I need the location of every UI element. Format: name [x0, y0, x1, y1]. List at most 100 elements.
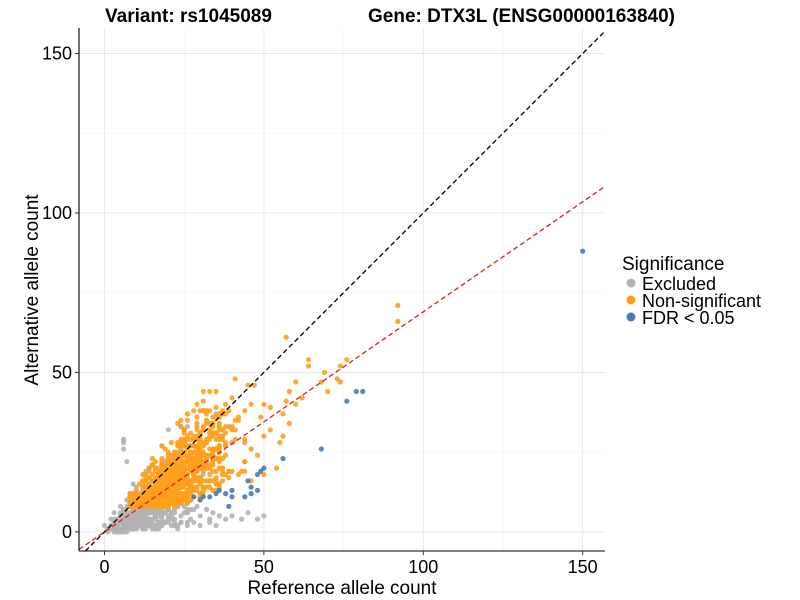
point-fdr: [280, 455, 286, 462]
point-nonsig: [178, 459, 184, 465]
point-nonsig: [133, 487, 139, 493]
point-nonsig: [325, 388, 331, 395]
point-nonsig: [137, 503, 143, 509]
point-nonsig: [194, 455, 200, 462]
point-excluded: [127, 526, 133, 532]
point-excluded: [130, 519, 136, 525]
point-nonsig: [184, 417, 190, 423]
point-nonsig: [152, 500, 159, 506]
point-excluded: [223, 516, 229, 522]
point-fdr: [191, 494, 197, 500]
point-fdr: [254, 471, 261, 478]
point-excluded: [111, 526, 117, 532]
point-excluded: [124, 459, 130, 465]
point-nonsig: [194, 468, 200, 474]
point-nonsig: [337, 363, 343, 369]
point-nonsig: [197, 481, 203, 487]
point-nonsig: [232, 436, 238, 442]
point-nonsig: [140, 481, 146, 487]
point-nonsig: [159, 484, 165, 490]
point-nonsig: [178, 481, 184, 487]
point-nonsig: [216, 459, 222, 465]
point-nonsig: [149, 455, 155, 462]
point-fdr: [216, 487, 222, 493]
point-excluded: [191, 519, 197, 525]
point-fdr: [245, 478, 251, 484]
axes: 0 50 100 150 0 50 100 150: [42, 28, 605, 577]
point-fdr: [254, 487, 261, 493]
point-nonsig: [337, 379, 343, 385]
reference-line-identity: [84, 30, 606, 552]
point-nonsig: [223, 424, 229, 430]
point-excluded: [188, 516, 194, 522]
point-nonsig: [191, 408, 197, 414]
point-nonsig: [219, 455, 226, 462]
point-excluded: [178, 519, 184, 525]
point-nonsig: [168, 465, 174, 471]
point-excluded: [168, 510, 174, 516]
legend-key-fdr: [626, 312, 636, 322]
point-fdr: [258, 468, 264, 474]
point-nonsig: [194, 414, 200, 420]
point-fdr: [223, 491, 229, 497]
point-excluded: [159, 522, 165, 529]
legend-title: Significance: [622, 254, 724, 275]
point-excluded: [130, 481, 136, 487]
point-nonsig: [178, 417, 184, 423]
x-tick-label: 100: [408, 557, 438, 577]
point-nonsig: [283, 334, 289, 340]
point-nonsig: [172, 471, 178, 478]
point-nonsig: [213, 388, 219, 395]
point-nonsig: [254, 452, 261, 458]
point-excluded: [146, 516, 152, 522]
point-nonsig: [213, 404, 219, 411]
point-nonsig: [274, 465, 280, 471]
point-nonsig: [162, 494, 168, 500]
point-excluded: [184, 510, 190, 516]
point-nonsig: [229, 395, 235, 401]
point-fdr: [229, 494, 235, 500]
point-nonsig: [248, 446, 254, 452]
point-nonsig: [165, 462, 171, 468]
point-nonsig: [152, 459, 159, 465]
point-nonsig: [178, 491, 184, 497]
point-excluded: [168, 516, 174, 522]
point-nonsig: [280, 433, 286, 439]
point-nonsig: [175, 443, 181, 449]
point-excluded: [156, 519, 162, 525]
grid: [79, 28, 605, 551]
point-nonsig: [280, 411, 286, 417]
point-nonsig: [223, 471, 229, 478]
point-nonsig: [210, 446, 216, 452]
y-axis-title: Alternative allele count: [22, 194, 43, 386]
point-nonsig: [261, 401, 267, 407]
legend-entry-excluded: Excluded: [626, 274, 716, 294]
x-tick-label: 50: [254, 557, 274, 577]
point-nonsig: [207, 436, 213, 442]
point-nonsig: [184, 465, 190, 471]
point-excluded: [111, 510, 117, 516]
point-nonsig: [159, 478, 165, 484]
point-nonsig: [210, 478, 216, 484]
point-nonsig: [235, 414, 241, 420]
legend: Significance Excluded Non-significant FD…: [622, 254, 761, 328]
point-nonsig: [200, 484, 206, 490]
point-excluded: [121, 522, 127, 529]
point-nonsig: [197, 440, 203, 446]
point-nonsig: [188, 484, 194, 490]
point-nonsig: [334, 376, 340, 382]
point-nonsig: [235, 471, 241, 478]
point-excluded: [184, 522, 190, 529]
point-fdr: [200, 494, 206, 500]
point-excluded: [140, 526, 146, 532]
point-nonsig: [293, 401, 299, 407]
point-nonsig: [191, 465, 197, 471]
point-fdr: [242, 494, 248, 500]
plot-area: 0 50 100 150 0 50 100 150: [42, 28, 606, 577]
point-fdr: [226, 503, 232, 509]
point-nonsig: [159, 443, 165, 449]
point-nonsig: [207, 471, 213, 478]
point-nonsig: [242, 440, 248, 446]
point-fdr: [353, 388, 359, 395]
